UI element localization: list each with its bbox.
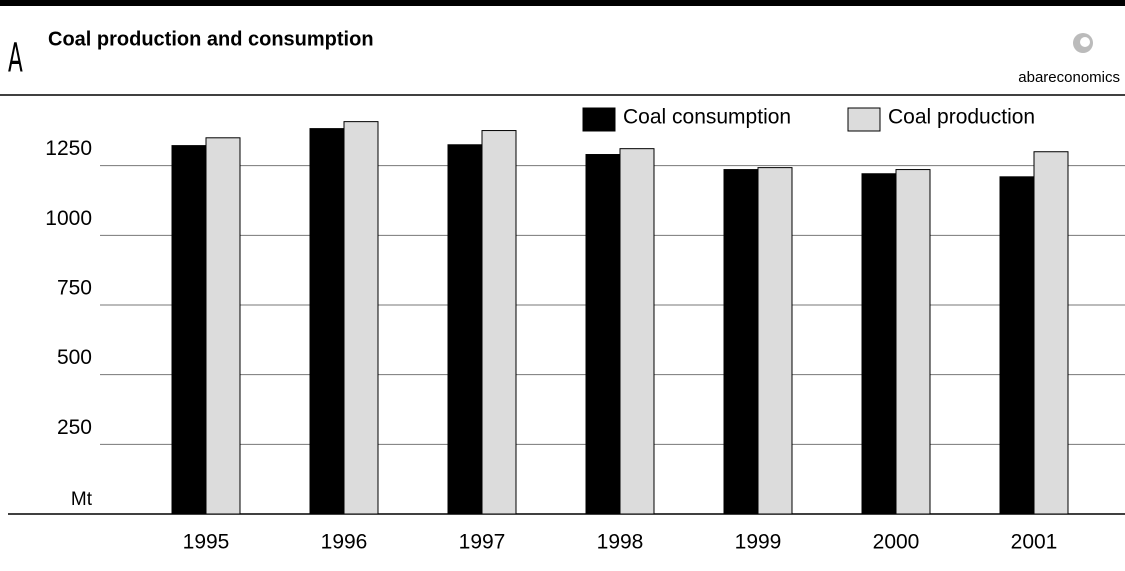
bar bbox=[447, 144, 483, 515]
y-tick-label: 750 bbox=[57, 277, 92, 300]
bar bbox=[723, 169, 759, 515]
source: abareconomics bbox=[1018, 69, 1120, 86]
x-tick-label: 1996 bbox=[321, 531, 368, 554]
bar bbox=[895, 169, 931, 515]
legend-label: Coal consumption bbox=[623, 106, 791, 129]
x-tick-label: 1995 bbox=[183, 531, 230, 554]
bar bbox=[619, 148, 655, 515]
bar bbox=[205, 137, 241, 515]
bar bbox=[343, 121, 379, 515]
bar bbox=[585, 154, 621, 515]
legend-label: Coal production bbox=[888, 106, 1035, 129]
bar bbox=[861, 173, 897, 515]
y-tick-label: 250 bbox=[57, 416, 92, 439]
bar bbox=[481, 130, 517, 515]
panel-label: A bbox=[8, 34, 23, 81]
bar bbox=[999, 176, 1035, 515]
bar bbox=[309, 128, 345, 515]
y-tick-label: 1000 bbox=[45, 207, 92, 230]
x-tick-label: 1997 bbox=[459, 531, 506, 554]
top-rule bbox=[0, 0, 1125, 6]
x-tick-label: 2001 bbox=[1011, 531, 1058, 554]
chart-title: Coal production and consumption bbox=[48, 28, 374, 50]
x-tick-label: 1999 bbox=[735, 531, 782, 554]
logo-inner bbox=[1080, 37, 1090, 47]
y-axis-label: Mt bbox=[71, 489, 93, 510]
bar bbox=[757, 167, 793, 515]
bar bbox=[171, 145, 207, 515]
legend-swatch bbox=[582, 107, 616, 132]
y-tick-label: 500 bbox=[57, 346, 92, 369]
y-tick-label: 1250 bbox=[45, 137, 92, 160]
legend-swatch bbox=[847, 107, 881, 132]
bar bbox=[1033, 151, 1069, 515]
x-tick-label: 2000 bbox=[873, 531, 920, 554]
x-tick-label: 1998 bbox=[597, 531, 644, 554]
